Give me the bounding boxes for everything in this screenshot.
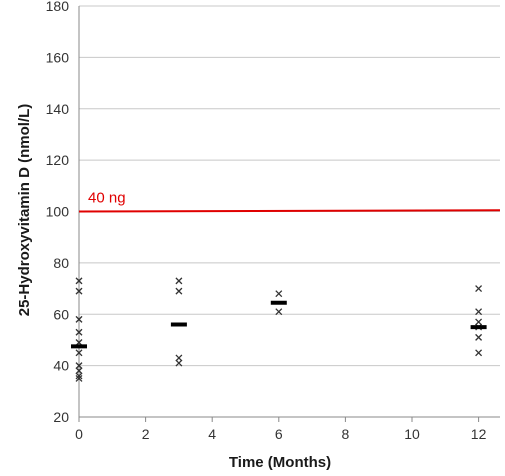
y-tick-labels: 20 40 60 80 100 120 140 160 180 (46, 0, 70, 425)
data-point-stroke-b (175, 287, 183, 295)
data-point (75, 315, 83, 323)
y-tick-label-140: 140 (46, 101, 70, 117)
data-point-stroke-b (75, 372, 83, 380)
data-point-stroke-b (75, 328, 83, 336)
x-tick-label-0: 0 (75, 426, 83, 442)
data-point (75, 375, 83, 382)
data-point (475, 308, 483, 316)
data-point (175, 359, 183, 367)
y-axis-title: 25-Hydroxyvitamin D (nmol/L) (16, 104, 33, 317)
data-point-stroke-b (275, 308, 283, 316)
data-point (475, 285, 483, 293)
axes (78, 6, 500, 422)
reference-line (78, 209, 501, 213)
data-point-stroke-b (75, 362, 83, 370)
mean-markers (71, 300, 487, 349)
x-tick-label-12: 12 (471, 426, 487, 442)
data-point (75, 277, 83, 285)
data-point (275, 308, 283, 316)
grid-lines (79, 5, 500, 367)
y-tick-label-20: 20 (53, 409, 69, 425)
data-point (75, 287, 83, 295)
y-tick-label-80: 80 (53, 255, 69, 271)
x-tick-label-10: 10 (404, 426, 420, 442)
data-point-stroke-b (175, 354, 183, 362)
data-point (175, 354, 183, 362)
y-tick-label-60: 60 (53, 306, 69, 322)
data-point-stroke-b (75, 349, 83, 357)
data-point-stroke-b (475, 333, 483, 341)
data-point (75, 328, 83, 336)
data-point (75, 349, 83, 357)
x-tick-label-4: 4 (208, 426, 216, 442)
data-point-stroke-b (75, 367, 83, 375)
data-point (75, 372, 83, 380)
data-point-stroke-b (475, 318, 483, 326)
data-point-stroke-b (275, 290, 283, 298)
data-point-stroke-b (75, 277, 83, 285)
data-point-stroke-b (75, 287, 83, 295)
data-point (75, 367, 83, 375)
x-tick-labels: 0 2 4 6 8 10 12 (75, 426, 486, 442)
data-point-stroke-b (475, 308, 483, 316)
data-point-stroke-b (175, 359, 183, 367)
data-point (475, 349, 483, 357)
data-points (75, 277, 483, 382)
y-tick-label-120: 120 (46, 152, 70, 168)
x-tick-label-8: 8 (342, 426, 350, 442)
data-point (75, 362, 83, 370)
data-point (275, 290, 283, 298)
data-point-stroke-b (475, 349, 483, 357)
x-axis-title: Time (Months) (229, 454, 331, 471)
y-tick-label-40: 40 (53, 358, 69, 374)
data-point-stroke-b (75, 375, 83, 382)
data-point (475, 333, 483, 341)
x-tick-label-6: 6 (275, 426, 283, 442)
data-point (475, 318, 483, 326)
data-point (175, 287, 183, 295)
y-tick-label-160: 160 (46, 49, 70, 65)
reference-line-label: 40 ng (88, 190, 126, 207)
data-point-stroke-b (175, 277, 183, 285)
data-point (175, 277, 183, 285)
x-tick-label-2: 2 (142, 426, 150, 442)
y-tick-label-180: 180 (46, 0, 70, 14)
data-point-stroke-b (475, 285, 483, 293)
y-tick-label-100: 100 (46, 204, 70, 220)
reference-line-group: 40 ng (78, 190, 501, 213)
data-point-stroke-b (75, 315, 83, 323)
